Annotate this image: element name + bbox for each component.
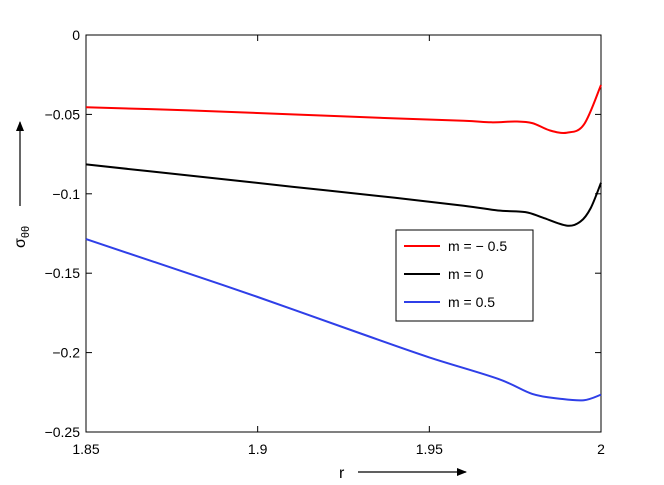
series-line [85, 84, 602, 134]
legend: m = − 0.5 m = 0 m = 0.5 [395, 229, 534, 322]
x-tick-label: 2 [597, 441, 605, 457]
x-tick-label: 1.95 [416, 441, 443, 457]
axis-ticks [85, 34, 602, 433]
series-line [85, 163, 602, 227]
legend-label: m = 0.5 [448, 294, 495, 310]
y-tick-label: −0.25 [45, 424, 81, 440]
legend-label: m = − 0.5 [448, 238, 507, 254]
y-tick-label: 0 [72, 27, 80, 43]
series-lines [85, 84, 602, 402]
y-tick-label: −0.15 [45, 265, 81, 281]
y-axis-label-group: σθθ [12, 226, 32, 248]
y-tick-label: −0.05 [45, 106, 81, 122]
legend-label: m = 0 [448, 266, 484, 282]
y-axis-label: σθθ [12, 226, 32, 248]
x-tick-label: 1.9 [248, 441, 268, 457]
y-tick-labels: 0 −0.05 −0.1 −0.15 −0.2 −0.25 [45, 27, 81, 440]
x-tick-labels: 1.85 1.9 1.95 2 [72, 441, 605, 457]
series-line [85, 238, 602, 402]
x-axis-label: r [339, 465, 345, 482]
y-tick-label: −0.1 [52, 186, 80, 202]
x-tick-label: 1.85 [72, 441, 99, 457]
y-tick-label: −0.2 [52, 345, 80, 361]
